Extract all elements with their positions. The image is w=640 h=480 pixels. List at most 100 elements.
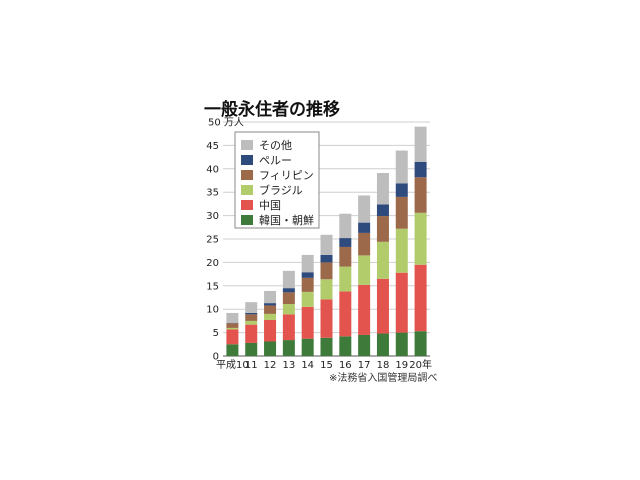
x-tick-label: 16 xyxy=(339,360,352,371)
bar-segment xyxy=(339,213,352,239)
bar-segment xyxy=(414,331,427,356)
bar-segment xyxy=(301,306,314,339)
bar-segment xyxy=(245,302,258,313)
bar-segment xyxy=(358,284,371,335)
bar-segment xyxy=(358,334,371,356)
x-tick-label: 17 xyxy=(358,360,371,371)
bar-segment xyxy=(264,305,277,314)
x-tick-label: 11 xyxy=(245,360,258,371)
legend-swatch xyxy=(241,185,253,195)
bar-segment xyxy=(395,272,408,333)
bar-segment xyxy=(376,278,389,334)
bar-segment xyxy=(339,291,352,337)
bar-segment xyxy=(226,312,239,323)
legend-swatch xyxy=(241,200,253,210)
legend-label: その他 xyxy=(259,139,292,152)
bar-segment xyxy=(395,228,408,273)
bar-segment xyxy=(320,337,333,356)
x-tick-label: 13 xyxy=(282,360,295,371)
legend-swatch xyxy=(241,170,253,180)
bar-segment xyxy=(320,262,333,280)
bar-segment xyxy=(414,177,427,213)
bar-segment xyxy=(358,232,371,256)
bar-segment xyxy=(339,238,352,247)
legend-swatch xyxy=(241,155,253,165)
bar-segment xyxy=(339,336,352,356)
bar-segment xyxy=(395,196,408,229)
legend-label: ブラジル xyxy=(259,183,303,197)
legend-label: 中国 xyxy=(259,199,281,212)
bar-segment xyxy=(226,327,239,330)
x-tick-label: 20年 xyxy=(409,358,432,371)
bar-segment xyxy=(395,150,408,184)
x-tick-label: 19 xyxy=(395,360,408,371)
bar-segment xyxy=(245,312,258,315)
bar-segment xyxy=(264,319,277,342)
y-tick-label: 0 xyxy=(213,352,219,363)
bar-segment xyxy=(282,270,295,289)
y-tick-label: 30 xyxy=(206,211,219,222)
y-tick-label: 35 xyxy=(206,188,219,199)
legend-label: 韓国・朝鮮 xyxy=(259,213,314,227)
legend-swatch xyxy=(241,215,253,225)
bar-segment xyxy=(414,264,427,332)
x-tick-label: 18 xyxy=(377,360,390,371)
x-tick-label: 平成10 xyxy=(216,359,249,371)
y-tick-label: 40 xyxy=(206,164,219,175)
bar-segment xyxy=(395,183,408,197)
y-tick-label: 10 xyxy=(206,305,219,316)
bar-segment xyxy=(376,204,389,217)
bar-segment xyxy=(414,126,427,162)
legend-swatch xyxy=(241,140,253,150)
y-tick-label: 20 xyxy=(206,258,219,269)
bar-segment xyxy=(245,324,258,343)
bar-segment xyxy=(414,161,427,178)
bar-segment xyxy=(264,290,277,304)
bar-segment xyxy=(282,314,295,341)
legend-label: フィリピン xyxy=(259,169,314,182)
x-tick-label: 14 xyxy=(301,360,314,371)
bar-segment xyxy=(320,254,333,263)
x-tick-label: 12 xyxy=(264,360,277,371)
bar-segment xyxy=(301,291,314,307)
bar-segment xyxy=(301,277,314,292)
bar-segment xyxy=(376,216,389,242)
bar-segment xyxy=(282,340,295,356)
bar-segment xyxy=(358,222,371,233)
bar-segment xyxy=(320,234,333,255)
bar-segment xyxy=(245,342,258,356)
y-tick-label: 25 xyxy=(206,235,219,246)
y-tick-label: 45 xyxy=(206,141,219,152)
bar-segment xyxy=(395,332,408,356)
bar-segment xyxy=(264,303,277,306)
legend-label: ペルー xyxy=(259,154,292,167)
y-tick-label: 50 万人 xyxy=(208,117,244,129)
bar-segment xyxy=(339,266,352,292)
chart-source-note: ※法務省入国管理局調べ xyxy=(329,373,438,384)
y-tick-label: 15 xyxy=(206,281,219,292)
bar-segment xyxy=(301,254,314,273)
bar-segment xyxy=(245,320,258,325)
bar-segment xyxy=(264,341,277,356)
bar-segment xyxy=(301,338,314,356)
bar-segment xyxy=(226,344,239,356)
bar-segment xyxy=(320,279,333,300)
bar-segment xyxy=(339,246,352,267)
bar-segment xyxy=(320,299,333,338)
bar-segment xyxy=(376,173,389,205)
x-tick-label: 15 xyxy=(320,360,333,371)
y-tick-label: 5 xyxy=(213,328,219,339)
bar-segment xyxy=(414,212,427,265)
bar-segment xyxy=(282,304,295,315)
bar-segment xyxy=(358,195,371,223)
bar-segment xyxy=(226,323,239,328)
bar-segment xyxy=(376,333,389,356)
bar-segment xyxy=(245,314,258,321)
bar-segment xyxy=(358,255,371,285)
bar-segment xyxy=(282,292,295,305)
bar-segment xyxy=(301,272,314,278)
bar-segment xyxy=(376,241,389,279)
bar-segment xyxy=(264,313,277,320)
chart-title: 一般永住者の推移 xyxy=(204,100,340,120)
